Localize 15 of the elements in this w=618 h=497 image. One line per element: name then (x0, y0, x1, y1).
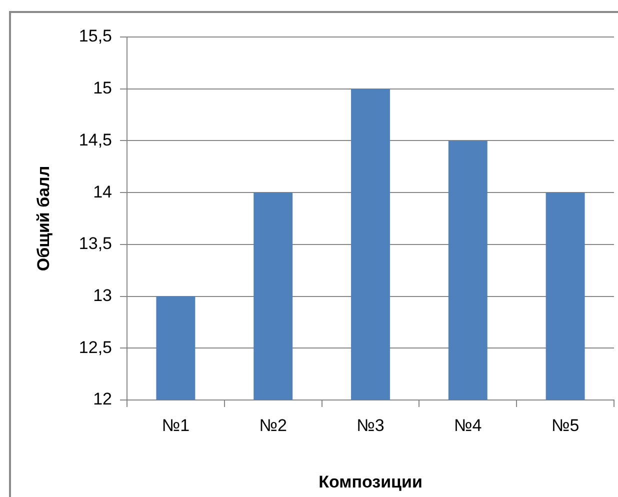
y-tick-label: 15,5 (78, 26, 112, 46)
y-tick-label: 14 (93, 182, 112, 202)
y-tick-label: 12 (93, 390, 112, 409)
x-tick-label: №2 (259, 416, 287, 435)
y-tick-label: 13 (93, 286, 112, 305)
y-tick-label: 12,5 (78, 338, 112, 357)
y-axis-title: Общий балл (34, 166, 53, 272)
y-tick-label: 14,5 (78, 130, 112, 150)
x-axis-title: Композиции (318, 472, 422, 492)
x-tick-label: №1 (162, 416, 190, 435)
x-tick-label: №4 (454, 416, 482, 435)
y-tick-label: 13,5 (78, 234, 112, 254)
x-tick-label: №5 (551, 416, 580, 435)
y-tick-label: 15 (93, 78, 112, 98)
x-tick-label: №3 (356, 416, 384, 435)
